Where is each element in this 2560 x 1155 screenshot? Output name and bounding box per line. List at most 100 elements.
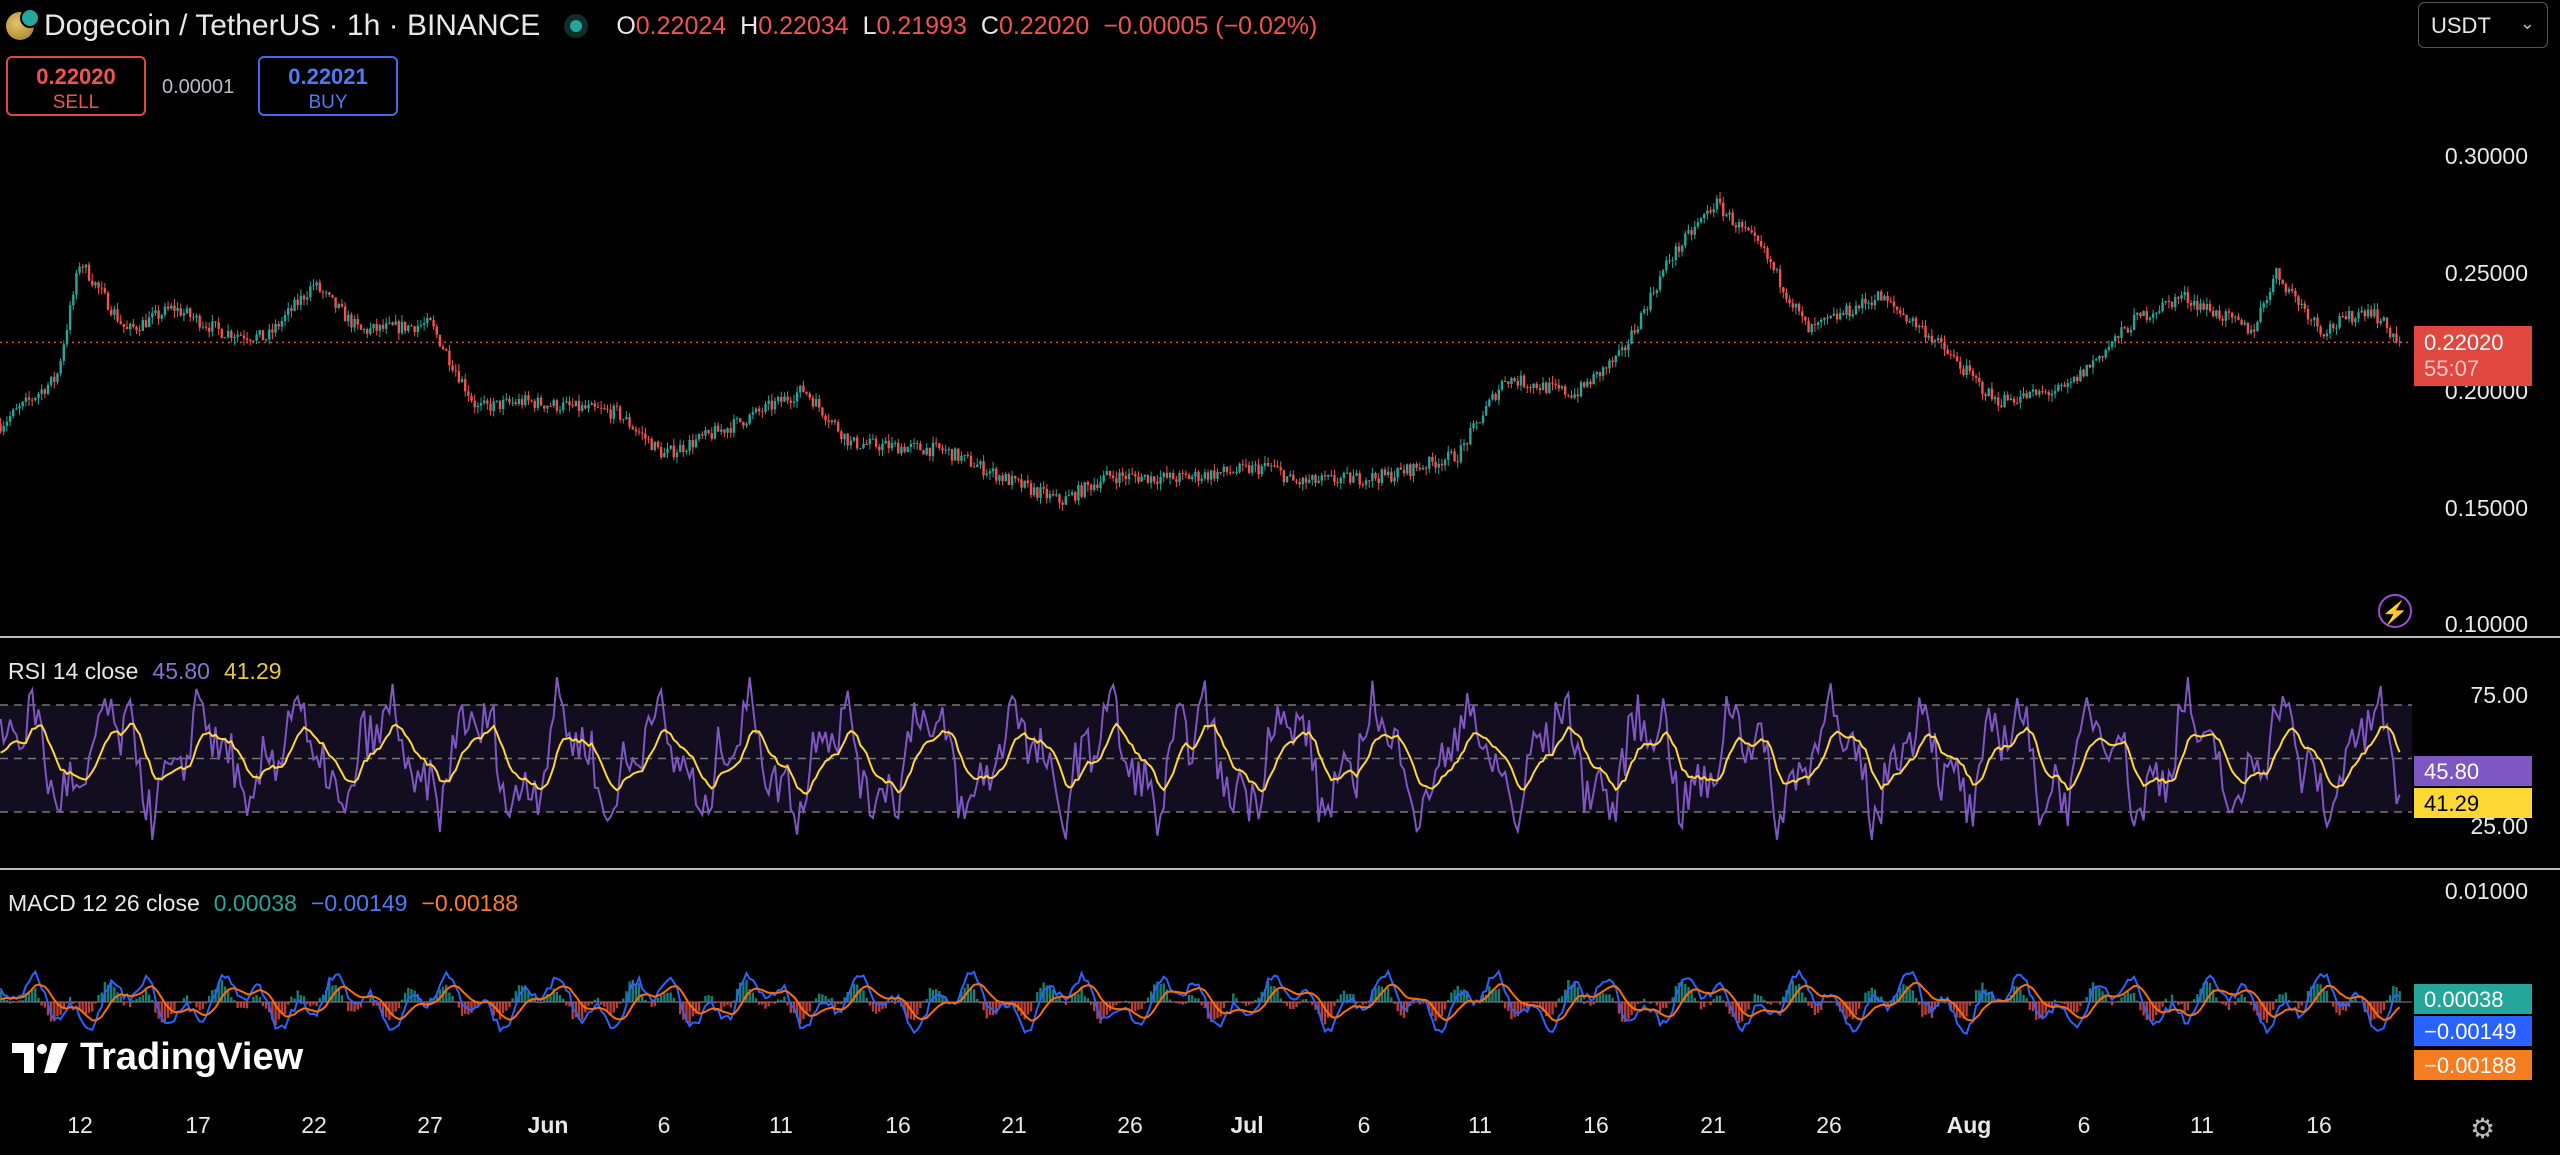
candle-body — [1842, 313, 1845, 315]
macd-histogram-bar — [1630, 1002, 1633, 1016]
candle-body — [950, 449, 954, 461]
symbol-title[interactable]: Dogecoin / TetherUS · 1h · BINANCE — [44, 9, 541, 42]
candle-body — [1541, 382, 1545, 391]
macd-histogram-bar — [874, 1002, 878, 1014]
chevron-down-icon: ⌄ — [2519, 13, 2535, 33]
candle-body — [1323, 475, 1327, 477]
macd-histogram-bar — [369, 996, 372, 1002]
time-tick: 6 — [1357, 1112, 1371, 1138]
macd-histogram-bar — [2110, 1002, 2114, 1006]
candle-body — [1788, 299, 1791, 304]
pane-divider[interactable] — [0, 636, 2560, 638]
macd-histogram-bar — [1709, 1002, 1712, 1006]
macd-histogram-bar — [362, 1002, 366, 1003]
candle-body — [1342, 472, 1346, 479]
macd-histogram-bar — [2309, 986, 2313, 1002]
candle-body — [622, 419, 625, 421]
candle-body — [53, 376, 56, 382]
macd-legend[interactable]: MACD 12 26 close 0.00038 −0.00149 −0.001… — [8, 890, 518, 917]
candle-body — [457, 371, 461, 383]
macd-histogram-bar — [710, 995, 713, 1002]
candle-body — [1608, 360, 1611, 369]
macd-histogram-bar — [1184, 1002, 1188, 1004]
macd-histogram-bar — [615, 1002, 619, 1009]
candle-body — [223, 337, 227, 339]
macd-histogram-bar — [1968, 1002, 1971, 1006]
candle-body — [448, 350, 451, 366]
macd-histogram-bar — [445, 984, 448, 1002]
bolt-icon[interactable]: ⚡ — [2378, 594, 2412, 628]
macd-histogram-bar — [1804, 997, 1807, 1002]
macd-histogram-bar — [1807, 1002, 1810, 1006]
macd-histogram-bar — [381, 1002, 385, 1017]
candle-body — [429, 317, 432, 320]
candle-body — [1093, 484, 1096, 490]
macd-histogram-bar — [998, 1002, 1001, 1008]
candle-body — [2297, 296, 2300, 306]
macd-histogram-bar — [675, 1002, 679, 1003]
rsi-legend[interactable]: RSI 14 close 45.80 41.29 — [8, 658, 282, 685]
time-tick: 22 — [301, 1112, 327, 1138]
macd-histogram-bar — [1263, 989, 1267, 1002]
sell-button[interactable]: 0.22020 SELL — [6, 56, 146, 116]
macd-histogram-bar — [1652, 1001, 1655, 1003]
macd-histogram-bar — [24, 992, 28, 1002]
macd-histogram-bar — [2053, 999, 2057, 1002]
macd-histogram-bar — [830, 997, 834, 1002]
candle-body — [1200, 478, 1203, 481]
candle-body — [2351, 310, 2354, 323]
macd-histogram-bar — [1921, 1002, 1924, 1017]
macd-histogram-bar — [1693, 997, 1696, 1002]
candle-body — [378, 324, 382, 331]
macd-histogram-bar — [170, 1002, 173, 1015]
macd-histogram-bar — [384, 1002, 388, 1018]
candle-body — [678, 444, 682, 453]
macd-histogram-bar — [1380, 986, 1384, 1002]
macd-histogram-bar — [2354, 997, 2357, 1002]
candle-body — [2167, 301, 2171, 303]
macd-histogram-bar — [751, 992, 755, 1002]
macd-histogram-bar — [2281, 994, 2284, 1002]
candle-body — [2028, 391, 2032, 398]
macd-histogram-bar — [511, 998, 514, 1002]
macd-histogram-bar — [1829, 1000, 1832, 1002]
candle-body — [1930, 335, 1934, 342]
tradingview-logo[interactable]: TradingView — [12, 1036, 303, 1079]
candle-body — [2189, 302, 2193, 306]
macd-histogram-bar — [1279, 998, 1282, 1002]
macd-histogram-bar — [1323, 1002, 1327, 1025]
macd-histogram-bar — [2183, 1002, 2186, 1013]
pane-divider[interactable] — [0, 868, 2560, 870]
currency-select[interactable]: USDT ⌄ — [2418, 2, 2548, 48]
candle-body — [2363, 310, 2367, 317]
macd-histogram-bar — [2398, 991, 2401, 1002]
candle-body — [467, 391, 470, 396]
macd-histogram-bar — [119, 995, 122, 1002]
price-tick: 0.25000 — [2444, 260, 2528, 286]
candle-body — [470, 395, 473, 401]
macd-histogram-bar — [1734, 1002, 1738, 1020]
candle-body — [72, 294, 75, 306]
buy-button[interactable]: 0.22021 BUY — [258, 56, 398, 116]
candle-body — [296, 299, 299, 305]
candle-body — [413, 326, 416, 333]
macd-histogram-bar — [897, 999, 900, 1002]
macd-histogram-bar — [1393, 1002, 1396, 1004]
macd-histogram-bar — [1861, 1002, 1864, 1003]
macd-histogram-bar — [1503, 1002, 1507, 1009]
candle-body — [1740, 222, 1744, 228]
candle-body — [2095, 359, 2098, 361]
macd-histogram-bar — [2224, 1002, 2228, 1006]
gear-icon[interactable]: ⚙ — [2470, 1113, 2496, 1144]
candle-body — [1677, 246, 1681, 252]
macd-histogram-bar — [2132, 992, 2136, 1002]
candle-body — [501, 399, 505, 410]
macd-histogram-bar — [2186, 1002, 2190, 1011]
macd-histogram-bar — [435, 995, 438, 1002]
macd-histogram-bar — [931, 990, 935, 1002]
candle-body — [916, 442, 919, 444]
candle-body — [1693, 226, 1696, 235]
macd-histogram-bar — [1810, 1002, 1813, 1009]
macd-histogram-bar — [2019, 989, 2022, 1002]
